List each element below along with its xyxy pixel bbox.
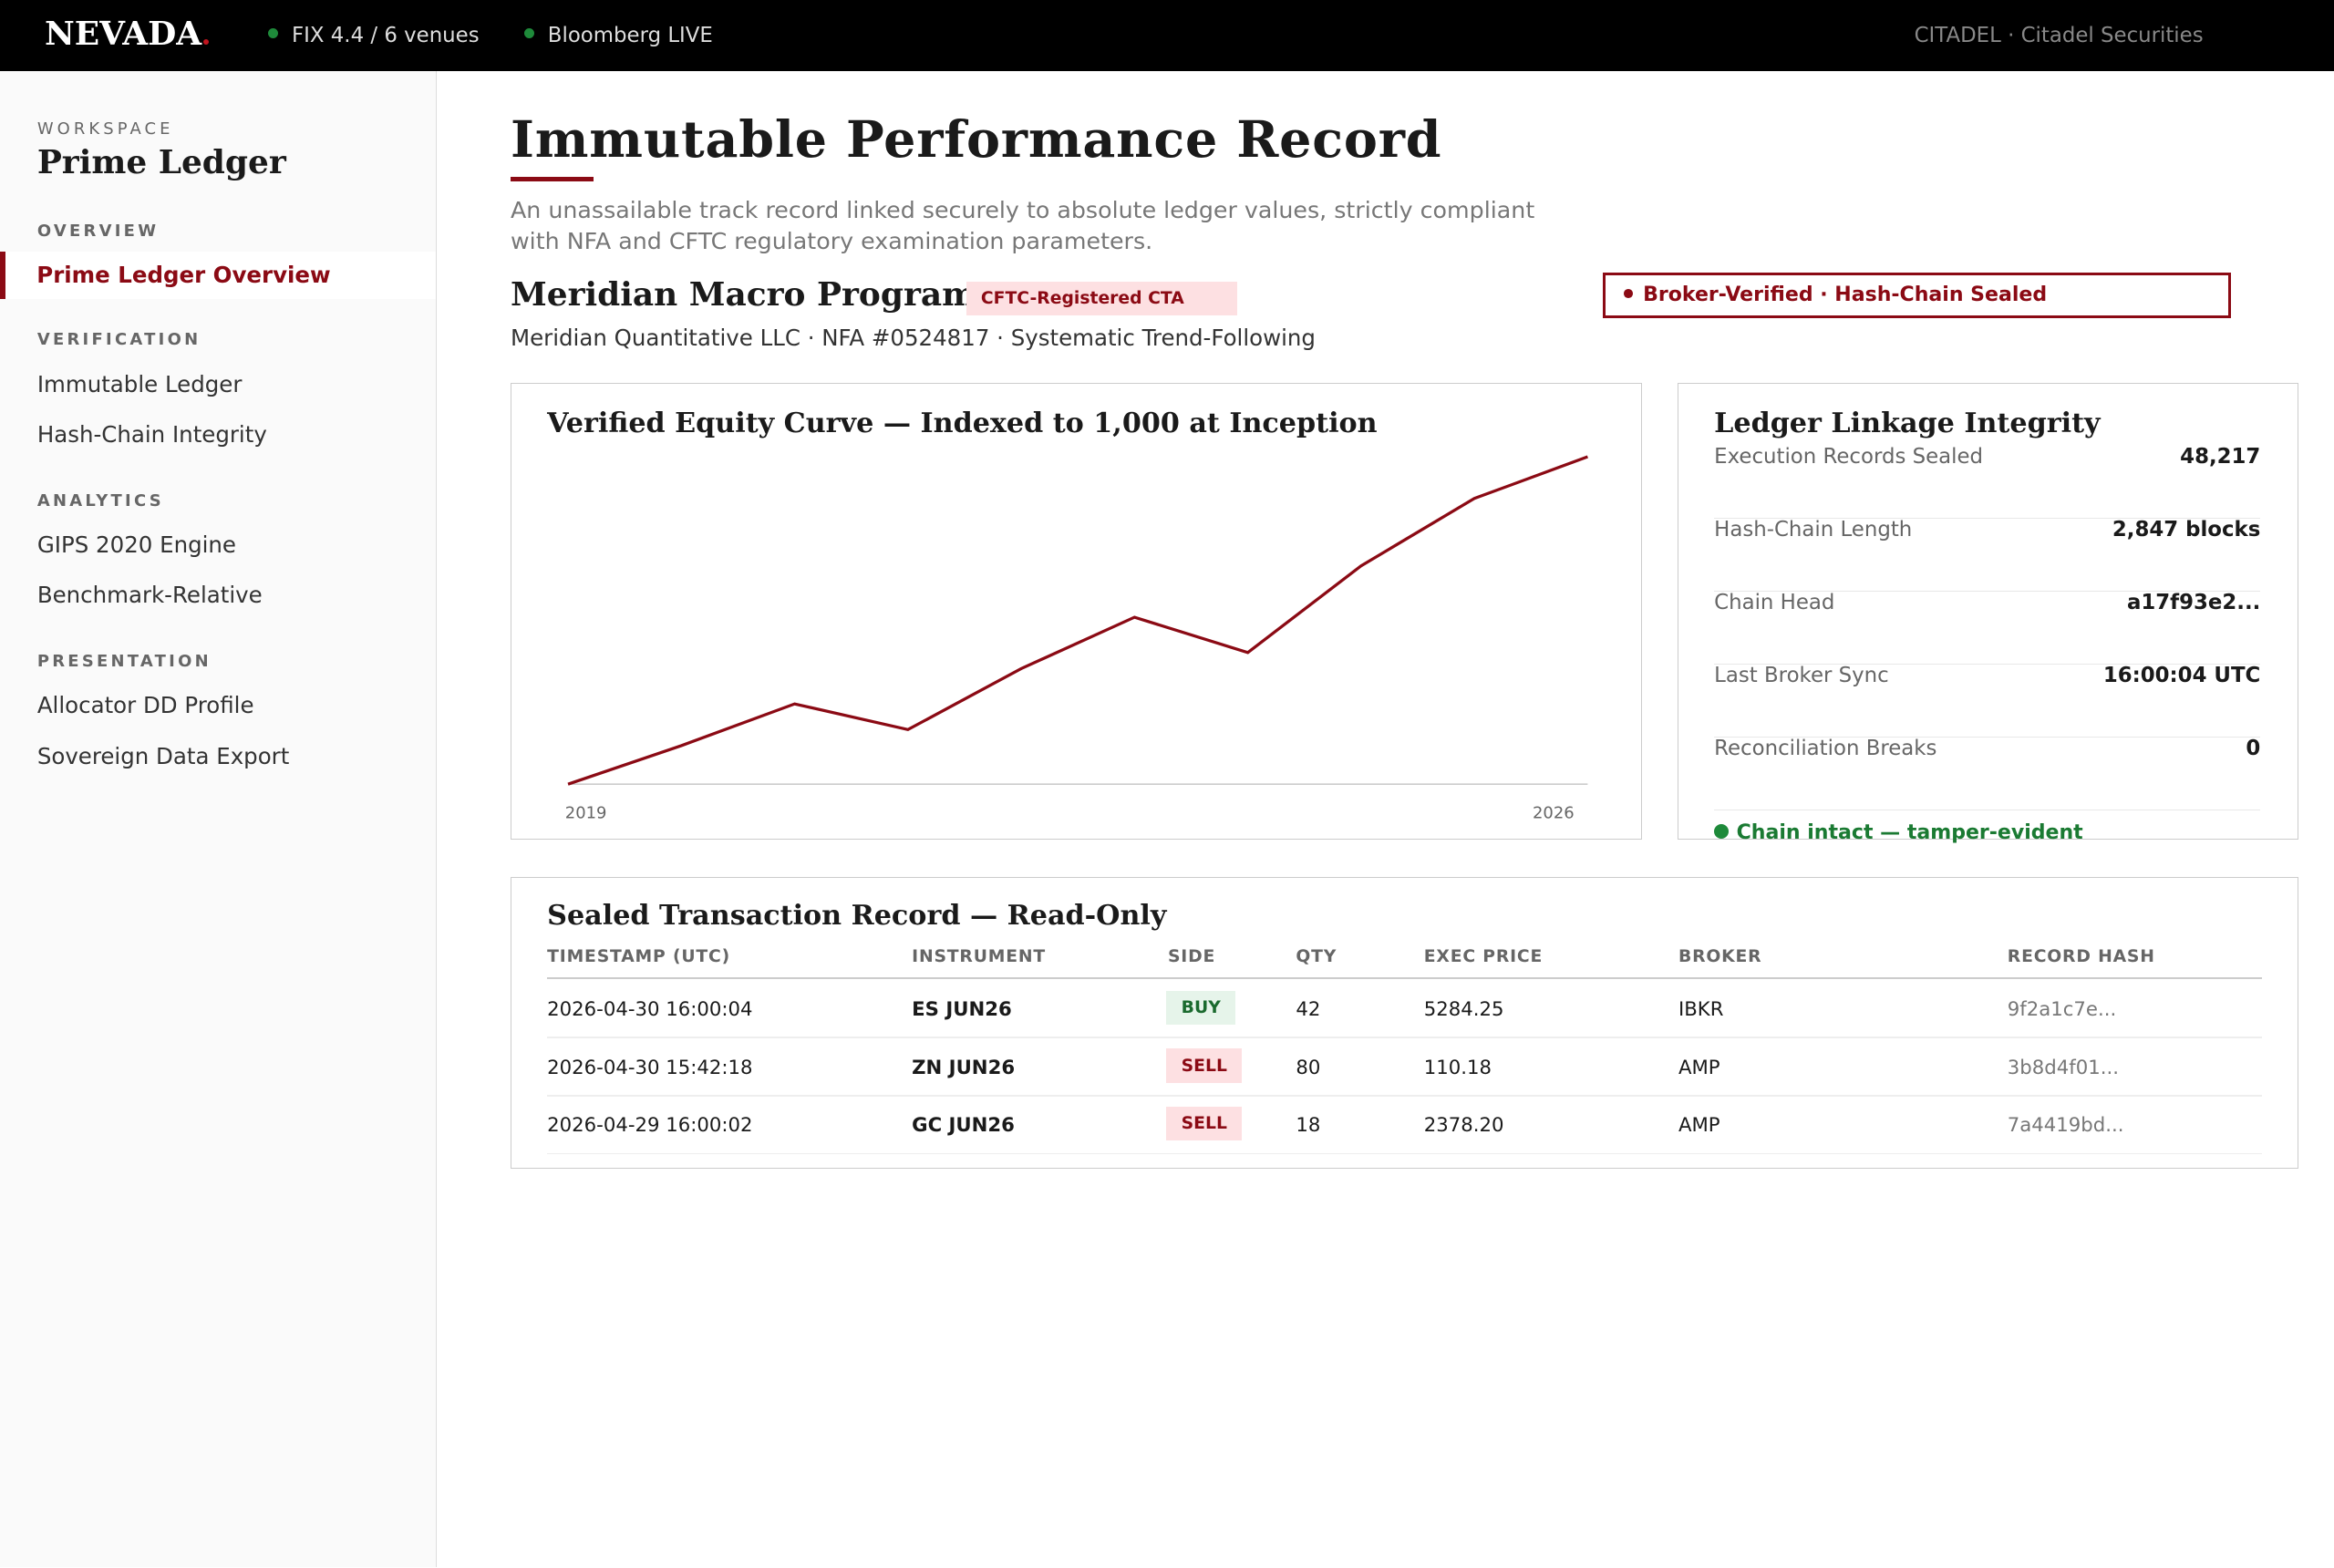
subtitle: An unassailable track record linked secu… bbox=[510, 196, 1535, 255]
nav-heading: ANALYTICS bbox=[36, 490, 164, 511]
table-cell: 80 bbox=[1296, 1056, 1321, 1079]
table-cell: 2378.20 bbox=[1423, 1114, 1504, 1138]
status-item: FIX 4.4 / 6 venues bbox=[267, 24, 480, 48]
table-cell: 9f2a1c7e... bbox=[2007, 997, 2117, 1021]
brand-wrap: NEVADA bbox=[44, 15, 210, 54]
badge-dot bbox=[1623, 289, 1633, 299]
table-cell: 5284.25 bbox=[1423, 997, 1504, 1021]
row-label: Chain Head bbox=[1714, 590, 1835, 614]
workspace: Prime Ledger bbox=[36, 142, 286, 181]
status-text: Bloomberg LIVE bbox=[547, 24, 713, 48]
row-rule bbox=[547, 1094, 2262, 1097]
table-title: Sealed Transaction Record — Read-Only bbox=[547, 900, 1167, 933]
row-rule bbox=[547, 1037, 2262, 1038]
nav-item[interactable]: Immutable Ledger bbox=[36, 370, 243, 397]
table-cell: IBKR bbox=[1678, 997, 1724, 1021]
table-cell: ES JUN26 bbox=[912, 997, 1012, 1021]
integrity-row: Hash-Chain Length 2,847 blocks bbox=[1714, 517, 2261, 592]
x-tick-label: 2026 bbox=[1533, 803, 1575, 822]
x-tick-label: 2019 bbox=[565, 803, 607, 822]
table-card: Sealed Transaction Record — Read-Only TI… bbox=[510, 876, 2298, 1169]
eyebrow: WORKSPACE bbox=[36, 119, 174, 139]
column-header: RECORD HASH bbox=[2007, 947, 2155, 967]
status-text: Chain intact — tamper-evident bbox=[1736, 820, 2083, 844]
table-cell: AMP bbox=[1678, 1056, 1720, 1079]
row-label: Reconciliation Breaks bbox=[1714, 736, 1937, 760]
column-header: QTY bbox=[1296, 947, 1337, 967]
table-cell: 2026-04-30 16:00:04 bbox=[547, 997, 753, 1021]
table-cell: 42 bbox=[1296, 997, 1321, 1021]
column-header: BROKER bbox=[1678, 947, 1762, 967]
header-rule bbox=[547, 977, 2262, 979]
integrity-row: Last Broker Sync 16:00:04 UTC bbox=[1714, 663, 2261, 738]
status-dot bbox=[1714, 823, 1730, 840]
verified-text: Broker-Verified · Hash-Chain Sealed bbox=[1643, 283, 2048, 306]
brand: NEVADA bbox=[44, 15, 202, 54]
nav-item[interactable]: Prime Ledger Overview bbox=[0, 251, 436, 300]
table-cell: GC JUN26 bbox=[912, 1114, 1015, 1138]
table-cell: 110.18 bbox=[1423, 1056, 1492, 1079]
row-label: Last Broker Sync bbox=[1714, 663, 1889, 687]
chart-card: Verified Equity Curve — Indexed to 1,000… bbox=[510, 382, 1642, 840]
sidebar: WORKSPACE Prime Ledger OVERVIEW Prime Le… bbox=[0, 71, 438, 1568]
integrity-card: Ledger Linkage Integrity Execution Recor… bbox=[1677, 382, 2298, 844]
table-cell: 18 bbox=[1296, 1114, 1321, 1138]
status-dot bbox=[267, 27, 279, 39]
account: CITADEL · Citadel Securities bbox=[1914, 24, 2204, 48]
status-dot bbox=[523, 27, 535, 39]
nav-item[interactable]: Allocator DD Profile bbox=[36, 692, 254, 719]
page-title: Immutable Performance Record bbox=[510, 109, 1442, 170]
row-value: 16:00:04 UTC bbox=[2102, 663, 2261, 687]
nav-item[interactable]: Sovereign Data Export bbox=[36, 742, 290, 769]
row-value: a17f93e2... bbox=[2126, 590, 2261, 614]
integrity-title: Ledger Linkage Integrity bbox=[1714, 407, 2101, 439]
verified-badge: Broker-Verified · Hash-Chain Sealed bbox=[1603, 272, 2232, 319]
nav-heading: PRESENTATION bbox=[36, 652, 212, 672]
integrity-row: Chain Head a17f93e2... bbox=[1714, 590, 2261, 665]
nav-heading: OVERVIEW bbox=[36, 222, 160, 242]
column-header: TIMESTAMP (UTC) bbox=[547, 947, 730, 967]
integrity-row: Reconciliation Breaks 0 bbox=[1714, 736, 2261, 810]
top-bar: NEVADA FIX 4.4 / 6 venues Bloomberg LIVE… bbox=[0, 0, 2334, 72]
row-value: 2,847 blocks bbox=[2112, 517, 2261, 542]
row-value: 0 bbox=[2246, 736, 2261, 760]
column-header: INSTRUMENT bbox=[912, 947, 1047, 967]
nav-heading: VERIFICATION bbox=[36, 330, 201, 350]
side-badge: SELL bbox=[1166, 1048, 1243, 1083]
program-name: Meridian Macro Program bbox=[510, 275, 977, 315]
title-rule bbox=[510, 177, 594, 182]
table-cell: ZN JUN26 bbox=[912, 1056, 1016, 1079]
side-badge: SELL bbox=[1166, 1107, 1243, 1141]
program-badge: CFTC-Registered CTA bbox=[966, 281, 1237, 315]
side-badge: BUY bbox=[1166, 990, 1236, 1026]
table-cell: 2026-04-29 16:00:02 bbox=[547, 1114, 753, 1138]
row-label: Execution Records Sealed bbox=[1714, 444, 1984, 469]
table-cell: 2026-04-30 15:42:18 bbox=[547, 1056, 753, 1079]
column-header: EXEC PRICE bbox=[1423, 947, 1544, 967]
column-header: SIDE bbox=[1167, 947, 1216, 967]
table-cell: AMP bbox=[1678, 1114, 1720, 1138]
chart-title: Verified Equity Curve — Indexed to 1,000… bbox=[547, 407, 1378, 439]
nav-item[interactable]: Benchmark-Relative bbox=[36, 582, 263, 609]
row-value: 48,217 bbox=[2180, 444, 2261, 469]
program-meta: Meridian Quantitative LLC · NFA #0524817… bbox=[510, 324, 1316, 351]
row-label: Hash-Chain Length bbox=[1714, 517, 1913, 542]
table-cell: 7a4419bd... bbox=[2007, 1114, 2124, 1138]
chain-status: Chain intact — tamper-evident bbox=[1714, 821, 2083, 844]
row-rule bbox=[547, 1152, 2262, 1155]
integrity-row: Execution Records Sealed 48,217 bbox=[1714, 444, 2261, 519]
chart: 2019 2026 bbox=[565, 455, 1588, 822]
brand-dot bbox=[202, 38, 210, 46]
status-text: FIX 4.4 / 6 venues bbox=[291, 24, 480, 48]
equity-line bbox=[567, 455, 1588, 786]
nav-item[interactable]: GIPS 2020 Engine bbox=[36, 531, 236, 558]
table-cell: 3b8d4f01... bbox=[2007, 1056, 2119, 1079]
nav-item[interactable]: Hash-Chain Integrity bbox=[36, 421, 267, 449]
status-item: Bloomberg LIVE bbox=[523, 24, 713, 48]
